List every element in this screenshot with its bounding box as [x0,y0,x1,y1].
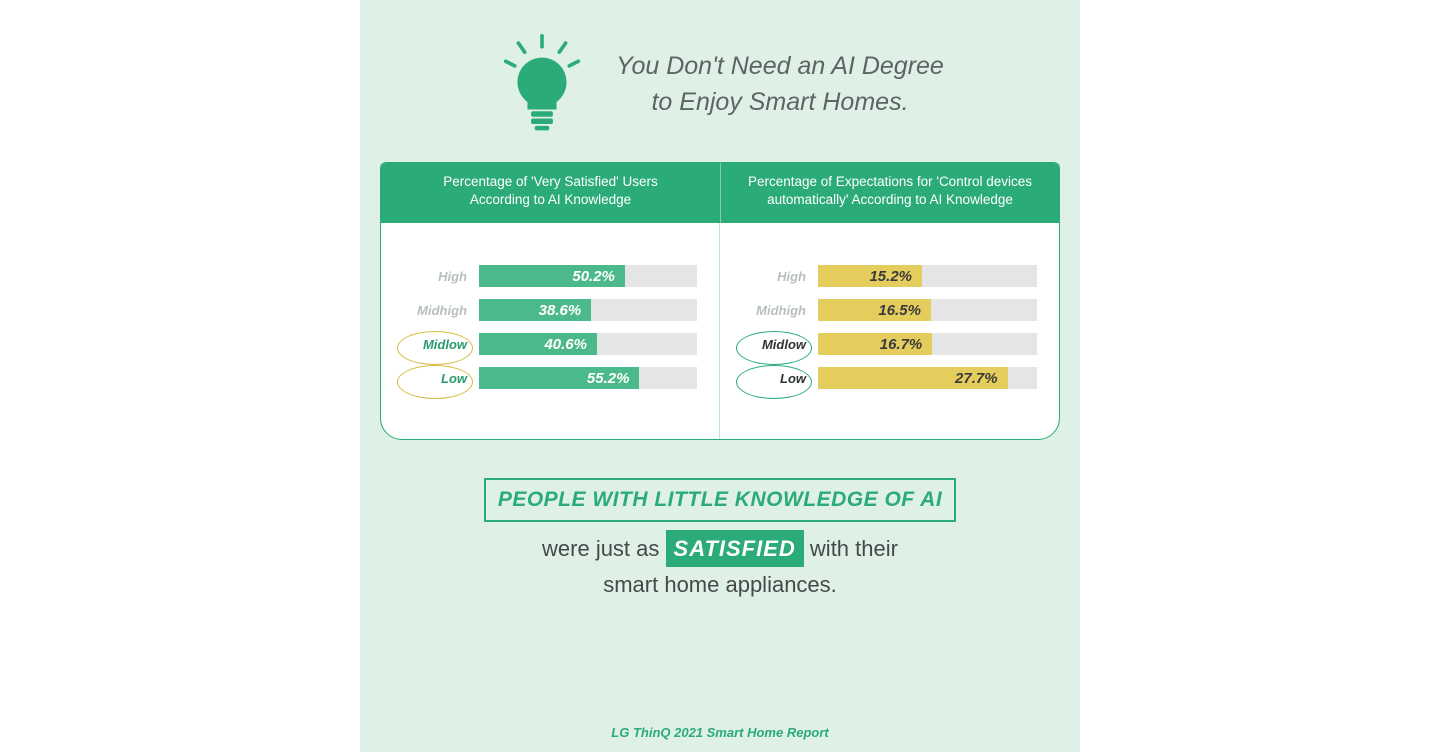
bar-row: Midlow 16.7% [742,333,1037,355]
chart-panel: Percentage of 'Very Satisfied' Users Acc… [380,162,1060,440]
bar-label: Midhigh [403,303,467,318]
bar-row: Low 27.7% [742,367,1037,389]
bar-fill: 16.5% [818,299,931,321]
bar-row: Low 55.2% [403,367,697,389]
highlight-circle [397,365,473,399]
bar-label: High [403,269,467,284]
bar-track: 38.6% [479,299,697,321]
bar-label: Low [403,371,467,386]
bar-track: 16.7% [818,333,1037,355]
bar-fill: 55.2% [479,367,639,389]
bar-row: Midhigh 16.5% [742,299,1037,321]
bar-track: 27.7% [818,367,1037,389]
bar-label: High [742,269,806,284]
bar-row: Midlow 40.6% [403,333,697,355]
highlight-circle [736,331,812,365]
bar-track: 40.6% [479,333,697,355]
left-chart: High 50.2% Midhigh 38.6% Midlow 40.6% Low 55.2% [381,223,720,439]
bar-row: High 15.2% [742,265,1037,287]
infographic-card: You Don't Need an AI Degree to Enjoy Sma… [360,0,1080,752]
summary-badge: SATISFIED [666,530,804,567]
bar-fill: 38.6% [479,299,591,321]
bar-row: Midhigh 38.6% [403,299,697,321]
footer-source: LG ThinQ 2021 Smart Home Report [360,725,1080,740]
bar-track: 15.2% [818,265,1037,287]
left-chart-header: Percentage of 'Very Satisfied' Users Acc… [381,163,720,223]
right-chart: High 15.2% Midhigh 16.5% Midlow 16.7% Low 27.7% [720,223,1059,439]
highlight-circle [736,365,812,399]
bar-label: Midlow [742,337,806,352]
page-title: You Don't Need an AI Degree to Enjoy Sma… [616,48,944,121]
lightbulb-icon [496,34,588,134]
bar-track: 50.2% [479,265,697,287]
bar-track: 55.2% [479,367,697,389]
bar-fill: 40.6% [479,333,597,355]
summary-headline: PEOPLE WITH LITTLE KNOWLEDGE OF AI [484,478,956,522]
bar-label: Midlow [403,337,467,352]
summary-text: PEOPLE WITH LITTLE KNOWLEDGE OF AI were … [360,478,1080,602]
bar-fill: 15.2% [818,265,922,287]
bar-label: Low [742,371,806,386]
bar-fill: 50.2% [479,265,625,287]
right-chart-header: Percentage of Expectations for 'Control … [720,163,1059,223]
bar-fill: 27.7% [818,367,1008,389]
bar-fill: 16.7% [818,333,932,355]
bar-row: High 50.2% [403,265,697,287]
highlight-circle [397,331,473,365]
summary-line2: smart home appliances. [603,572,837,597]
header: You Don't Need an AI Degree to Enjoy Sma… [360,34,1080,134]
bar-label: Midhigh [742,303,806,318]
bar-track: 16.5% [818,299,1037,321]
summary-line-before: were just as [542,536,659,561]
summary-line-after: with their [810,536,898,561]
